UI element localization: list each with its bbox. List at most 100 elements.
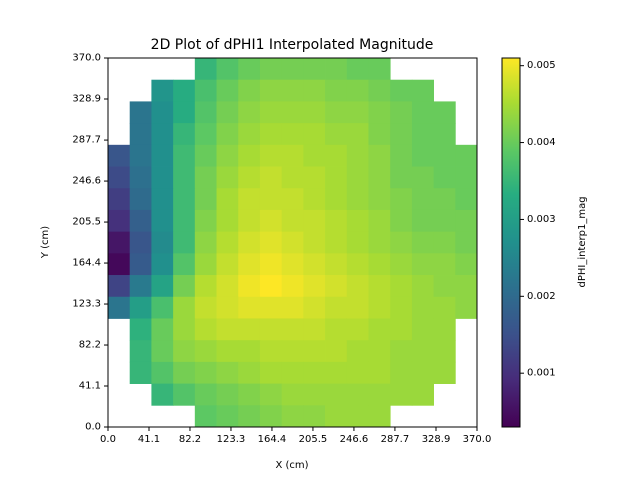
colorbar-tick-label: 0.003 [527, 214, 556, 225]
heatmap-cell [194, 123, 217, 146]
heatmap-cell [433, 275, 456, 298]
heatmap-cell [108, 253, 131, 276]
heatmap-cell [281, 296, 304, 319]
heatmap-cell [238, 275, 261, 298]
heatmap-cell [281, 253, 304, 276]
heatmap-cell [390, 253, 413, 276]
heatmap-cell [433, 144, 456, 167]
heatmap-cell [173, 144, 196, 167]
heatmap-cell [129, 253, 152, 276]
heatmap-cell [411, 144, 434, 167]
heatmap-cell [346, 361, 369, 384]
heatmap-cell [325, 58, 348, 81]
colorbar-label: dPHI_interp1_mag [577, 196, 588, 287]
heatmap-cell [368, 318, 391, 341]
heatmap-cell [281, 79, 304, 102]
heatmap-cell [411, 318, 434, 341]
heatmap-cell [368, 188, 391, 211]
heatmap-cell [129, 361, 152, 384]
heatmap-cell [303, 361, 326, 384]
y-tick-label: 246.6 [72, 176, 101, 187]
heatmap-cell [108, 166, 131, 189]
heatmap-cell [411, 79, 434, 102]
heatmap-cell [281, 231, 304, 254]
heatmap-cell [151, 144, 174, 167]
heatmap-cell [259, 101, 283, 124]
heatmap-cell [390, 296, 413, 319]
heatmap-cell [368, 361, 391, 384]
heatmap-cell [303, 209, 326, 233]
heatmap-cell [259, 361, 283, 384]
heatmap-cell [346, 318, 369, 341]
heatmap-cell [368, 166, 391, 189]
heatmap-cell [303, 58, 326, 81]
heatmap-cells [108, 58, 478, 428]
heatmap-cell [325, 144, 348, 167]
heatmap-cell [238, 231, 261, 254]
heatmap-cell [368, 58, 391, 81]
heatmap-cell [368, 296, 391, 319]
heatmap-cell [151, 253, 174, 276]
heatmap-cell [259, 166, 283, 189]
heatmap-cell [390, 275, 413, 298]
y-tick-label: 82.2 [79, 340, 101, 351]
heatmap-cell [194, 188, 217, 211]
heatmap-cell [346, 231, 369, 254]
heatmap-cell [238, 58, 261, 81]
heatmap-cell [151, 318, 174, 341]
colorbar-gradient [501, 57, 521, 428]
heatmap-cell [216, 166, 239, 189]
heatmap-cell [411, 231, 434, 254]
heatmap-cell [108, 188, 131, 211]
heatmap-cell [281, 123, 304, 146]
heatmap-cell [129, 166, 152, 189]
heatmap-cell [259, 275, 283, 298]
heatmap-cell [216, 318, 239, 341]
heatmap-cell [151, 101, 174, 124]
heatmap-cell [151, 123, 174, 146]
heatmap-cell [129, 209, 152, 233]
x-tick-label: 246.6 [340, 434, 369, 445]
heatmap-cell [325, 209, 348, 233]
heatmap-cell [194, 340, 217, 363]
heatmap-cell [259, 296, 283, 319]
heatmap-cell [346, 188, 369, 211]
heatmap-cell [281, 340, 304, 363]
heatmap-cell [346, 166, 369, 189]
heatmap-cell [411, 253, 434, 276]
heatmap-cell [303, 123, 326, 146]
heatmap-cell [259, 79, 283, 102]
x-tick-label: 41.1 [138, 434, 160, 445]
heatmap-cell [259, 253, 283, 276]
heatmap-cell [194, 231, 217, 254]
heatmap-cell [281, 405, 304, 428]
heatmap-cell [346, 144, 369, 167]
heatmap-cell [216, 79, 239, 102]
heatmap-cell [346, 101, 369, 124]
x-tick-label: 370.0 [463, 434, 492, 445]
heatmap-cell [173, 123, 196, 146]
heatmap-cell [325, 123, 348, 146]
heatmap-cell [194, 58, 217, 81]
heatmap-cell [303, 275, 326, 298]
heatmap-cell [390, 209, 413, 233]
heatmap-cell [325, 405, 348, 428]
heatmap-cell [411, 188, 434, 211]
heatmap-cell [433, 231, 456, 254]
heatmap-cell [259, 188, 283, 211]
heatmap-cell [368, 209, 391, 233]
heatmap-cell [151, 166, 174, 189]
heatmap-cell [216, 405, 239, 428]
heatmap-cell [281, 318, 304, 341]
y-axis: 0.0 41.1 82.2 123.3 164.4 205.5 246.6 287.7 328.… [72, 53, 108, 433]
heatmap-cell [108, 209, 131, 233]
x-tick-label: 328.9 [422, 434, 451, 445]
heatmap-cell [346, 123, 369, 146]
heatmap-cell [194, 101, 217, 124]
heatmap-cell [173, 275, 196, 298]
heatmap-cell [173, 253, 196, 276]
heatmap-cell [129, 144, 152, 167]
heatmap-cell [455, 144, 478, 167]
heatmap-cell [129, 318, 152, 341]
heatmap-cell [173, 383, 196, 406]
